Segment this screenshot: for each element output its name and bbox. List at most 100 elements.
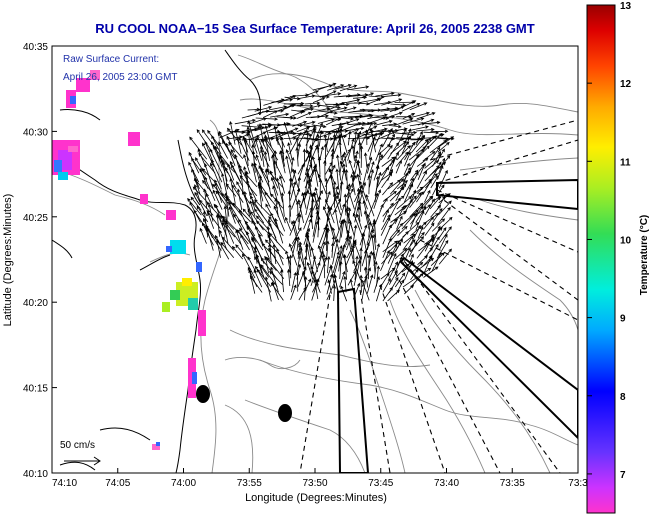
current-vector — [298, 213, 302, 230]
x-tick-label: 73:50 — [302, 478, 327, 489]
x-tick-label: 73:35 — [500, 478, 525, 489]
current-vector — [284, 96, 301, 101]
current-vector — [370, 234, 376, 259]
current-vector — [204, 163, 214, 190]
current-vector — [363, 152, 368, 168]
current-vector — [351, 144, 355, 161]
current-vector — [409, 224, 421, 246]
current-vector — [326, 130, 331, 146]
current-vector — [367, 174, 372, 195]
current-vector — [333, 192, 342, 216]
current-vector — [324, 125, 344, 134]
current-vector — [236, 188, 243, 210]
x-axis-ticks: 74:10 74:05 74:00 73:55 73:50 73:45 73:40 73:35… — [51, 468, 588, 489]
current-vector — [279, 150, 286, 174]
y-tick-label: 40:15 — [23, 384, 48, 395]
current-vector — [242, 253, 256, 279]
current-vector — [306, 149, 314, 175]
x-tick-label: 73:55 — [237, 478, 262, 489]
current-vector — [221, 222, 236, 238]
current-vector — [366, 229, 374, 251]
current-vector — [266, 168, 284, 189]
current-vector — [346, 212, 355, 236]
y-axis-label: Latitude (Degrees:Minutes) — [2, 194, 14, 327]
current-vector — [395, 117, 414, 126]
current-vector — [359, 189, 368, 210]
current-vector — [409, 212, 418, 230]
current-vector — [354, 102, 371, 106]
current-vector — [350, 173, 356, 196]
current-vector — [239, 227, 256, 251]
colorbar-tick-label: 11 — [620, 157, 631, 168]
current-vector — [305, 242, 312, 267]
current-vector — [318, 256, 328, 280]
current-vector — [249, 200, 256, 217]
current-vector — [313, 278, 319, 300]
current-vector — [366, 274, 374, 294]
current-vector — [369, 169, 374, 188]
current-vector — [343, 151, 347, 168]
current-vector — [437, 206, 451, 225]
current-vector — [262, 109, 285, 113]
current-vector — [206, 227, 222, 251]
current-vector — [310, 114, 329, 119]
current-vector — [254, 138, 263, 161]
current-vector — [382, 208, 389, 223]
current-vector — [318, 110, 338, 115]
current-vector — [345, 188, 354, 203]
current-vector — [212, 183, 229, 204]
current-vector — [417, 118, 435, 126]
current-vector — [395, 186, 404, 202]
current-vector — [388, 269, 398, 285]
current-vector — [254, 106, 273, 112]
current-vector — [228, 141, 244, 159]
colorbar-tick-label: 7 — [620, 470, 626, 481]
current-vector — [233, 213, 243, 230]
current-vector — [240, 234, 250, 251]
current-vector — [212, 189, 223, 210]
current-vector — [312, 107, 331, 113]
current-vector — [292, 120, 308, 127]
current-vector — [354, 154, 362, 176]
current-vector — [438, 169, 448, 189]
current-vector — [343, 275, 347, 293]
current-vector — [259, 145, 265, 167]
current-vector — [373, 276, 380, 293]
current-vector — [289, 177, 298, 203]
current-vector — [403, 162, 410, 175]
current-vector — [415, 139, 429, 153]
current-vector — [244, 138, 249, 167]
current-vector — [318, 250, 324, 266]
current-vector — [369, 127, 376, 153]
current-vector — [254, 208, 265, 224]
current-vector — [295, 200, 300, 223]
current-vector — [381, 251, 393, 265]
current-vector — [270, 193, 284, 209]
current-vector — [221, 172, 228, 195]
current-vector — [247, 256, 257, 273]
current-vector — [376, 283, 383, 302]
current-vector — [351, 244, 356, 264]
current-vector — [282, 116, 297, 120]
current-vector — [306, 230, 312, 257]
current-vector — [214, 234, 230, 260]
current-vector — [231, 245, 244, 260]
current-vector — [264, 276, 272, 302]
current-vector — [360, 279, 370, 301]
current-vector — [438, 227, 447, 239]
current-vector — [339, 153, 345, 176]
current-vector — [304, 278, 312, 293]
radar-site-marker — [196, 385, 210, 403]
current-vector — [202, 142, 215, 168]
current-vector — [380, 272, 390, 287]
current-vector — [311, 155, 321, 182]
current-vector — [288, 243, 298, 266]
current-vector — [260, 257, 278, 280]
current-vector — [343, 253, 347, 280]
current-vector — [225, 142, 236, 166]
current-vector — [409, 189, 417, 204]
current-vector — [367, 113, 388, 120]
current-vector — [244, 172, 258, 188]
y-tick-label: 40:30 — [23, 127, 48, 138]
y-axis-ticks: 40:35 40:30 40:25 40:20 40:15 40:10 — [23, 42, 57, 480]
